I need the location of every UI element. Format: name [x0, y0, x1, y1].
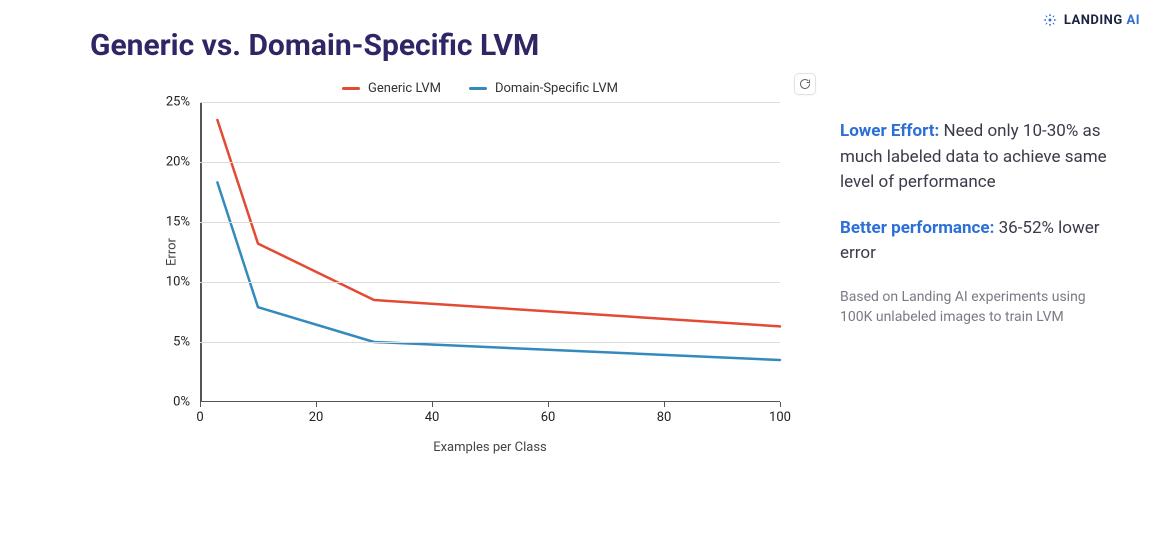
x-tick-label: 60 — [541, 410, 556, 425]
brand-logo: LANDING AI — [1042, 12, 1140, 28]
gridline — [200, 162, 780, 163]
series-line-generic — [217, 120, 780, 326]
x-tick-label: 40 — [425, 410, 440, 425]
x-tick-mark — [432, 402, 433, 407]
y-tick-label: 0% — [173, 395, 190, 410]
brand-name: LANDING — [1064, 13, 1123, 28]
x-axis-title: Examples per Class — [200, 440, 780, 455]
chart-legend: Generic LVM Domain-Specific LVM — [150, 81, 810, 96]
bullet-better-performance: Better performance: 36-52% lower error — [840, 216, 1110, 267]
y-tick-label: 15% — [166, 215, 190, 230]
y-tick-label: 10% — [166, 275, 190, 290]
content-row: Generic LVM Domain-Specific LVM Error 0%… — [90, 81, 1110, 455]
refresh-button[interactable] — [794, 73, 816, 95]
y-tick-label: 5% — [173, 335, 190, 350]
legend-item-domain: Domain-Specific LVM — [469, 81, 618, 96]
y-axis-title: Error — [164, 238, 179, 266]
x-tick-mark — [316, 402, 317, 407]
plot-svg — [200, 102, 780, 402]
slide-root: LANDING AI Generic vs. Domain-Specific L… — [0, 0, 1170, 550]
legend-swatch-domain — [469, 87, 487, 90]
legend-item-generic: Generic LVM — [342, 81, 441, 96]
text-column: Lower Effort: Need only 10-30% as much l… — [840, 81, 1110, 347]
bullet-lower-effort: Lower Effort: Need only 10-30% as much l… — [840, 119, 1110, 196]
brand-text: LANDING AI — [1064, 13, 1140, 28]
bullet-hl: Better performance: — [840, 218, 994, 238]
chart-plot-area: Error 0%5%10%15%20%25%020406080100 — [200, 102, 780, 402]
brand-accent: AI — [1126, 13, 1140, 28]
y-tick-label: 25% — [166, 95, 190, 110]
x-tick-mark — [664, 402, 665, 407]
footnote: Based on Landing AI experiments using 10… — [840, 287, 1110, 328]
x-tick-label: 80 — [657, 410, 672, 425]
x-tick-mark — [780, 402, 781, 407]
bullet-hl: Lower Effort: — [840, 121, 939, 141]
series-line-domain — [217, 182, 780, 360]
x-tick-label: 20 — [309, 410, 324, 425]
gridline — [200, 222, 780, 223]
legend-swatch-generic — [342, 87, 360, 90]
chart-column: Generic LVM Domain-Specific LVM Error 0%… — [150, 81, 810, 455]
refresh-icon — [799, 78, 811, 90]
y-tick-label: 20% — [166, 155, 190, 170]
x-tick-mark — [548, 402, 549, 407]
gridline — [200, 342, 780, 343]
x-tick-label: 100 — [769, 410, 791, 425]
x-tick-mark — [200, 402, 201, 407]
page-title: Generic vs. Domain-Specific LVM — [90, 28, 1110, 63]
gridline — [200, 102, 780, 103]
brand-icon — [1042, 12, 1058, 28]
legend-label-generic: Generic LVM — [368, 81, 441, 96]
gridline — [200, 282, 780, 283]
x-tick-label: 0 — [196, 410, 203, 425]
legend-label-domain: Domain-Specific LVM — [495, 81, 618, 96]
